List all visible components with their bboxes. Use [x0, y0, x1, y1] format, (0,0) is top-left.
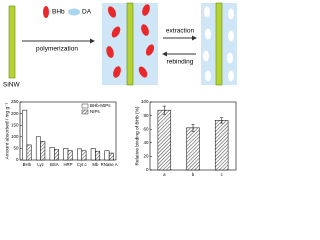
bar: [186, 127, 200, 171]
bar: [81, 150, 87, 161]
legend-swatch: [81, 109, 89, 115]
bhb-group: [106, 4, 155, 78]
bar: [67, 150, 73, 161]
x-tick-label: Mb: [92, 162, 99, 167]
y-tick-label: 50: [13, 146, 19, 151]
y-tick-label: 100: [11, 134, 19, 139]
x-tick-label: Lyz: [37, 162, 44, 167]
bar: [95, 150, 101, 161]
bar: [26, 144, 32, 161]
bar: [63, 148, 69, 161]
bar: [108, 152, 114, 161]
legend-swatch: [81, 103, 89, 109]
legend-bhb: BHb: [52, 9, 65, 16]
x-tick-label: c: [221, 172, 224, 177]
step-extraction: extraction: [166, 28, 195, 35]
error-bar: [220, 117, 224, 124]
x-tick-label: HRP: [63, 162, 72, 167]
figure: SiNW BHb DA polymerization extraction re…: [3, 2, 237, 177]
y-tick-label: 100: [141, 99, 149, 104]
step-rebinding: rebinding: [167, 59, 194, 66]
x-tick-label: Cyt c: [77, 162, 88, 167]
bar: [90, 148, 96, 161]
bar: [214, 120, 229, 171]
nanowire: [8, 5, 16, 79]
x-tick-label: RNase A: [101, 162, 118, 167]
y-tick-label: 250: [11, 99, 19, 104]
y-tick-label: 40: [143, 140, 149, 145]
y-tick-label: 20: [143, 154, 149, 159]
bar: [49, 146, 55, 161]
error-bar: [162, 105, 166, 115]
y-axis-title: Amount absorbed / mg g⁻¹: [4, 102, 10, 159]
x-tick-label: b: [192, 172, 195, 177]
y-tick-label: 80: [143, 113, 149, 118]
bar: [54, 149, 59, 161]
legend-label: NIPs: [90, 109, 101, 114]
bar: [22, 109, 28, 161]
cavity-group: [203, 6, 234, 82]
bar: [35, 136, 41, 161]
bar: [104, 150, 110, 161]
error-bar: [191, 124, 195, 132]
bar: [77, 148, 82, 161]
diagram: SiNW BHb DA polymerization extraction re…: [3, 2, 237, 89]
legend-da: DA: [82, 9, 92, 16]
nanowire: [215, 2, 223, 86]
step-polymerization: polymerization: [36, 46, 78, 53]
y-tick-label: 0: [16, 157, 19, 162]
y-tick-label: 0: [146, 167, 149, 172]
y-axis-title: Relative binding of BHb (%): [134, 106, 140, 165]
y-tick-label: 60: [143, 126, 149, 131]
x-tick-label: a: [163, 172, 166, 177]
legend-label: BHb-MIPs: [90, 103, 111, 108]
bhb-icon: [43, 6, 49, 18]
y-tick-label: 150: [11, 122, 19, 127]
y-tick-label: 200: [11, 111, 19, 116]
da-icon: [68, 8, 80, 16]
bar: [40, 141, 46, 161]
x-tick-label: BHb: [23, 162, 32, 167]
nanowire: [126, 2, 134, 86]
x-tick-label: BSA: [50, 162, 59, 167]
bar: [157, 109, 172, 171]
substrate-label: SiNW: [3, 82, 20, 89]
